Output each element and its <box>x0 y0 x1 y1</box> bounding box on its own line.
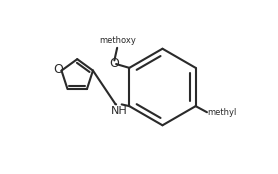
Text: O: O <box>109 57 119 70</box>
Text: methoxy: methoxy <box>100 36 136 45</box>
Text: O: O <box>53 63 63 76</box>
Text: NH: NH <box>111 106 128 116</box>
Text: methyl: methyl <box>208 108 237 117</box>
